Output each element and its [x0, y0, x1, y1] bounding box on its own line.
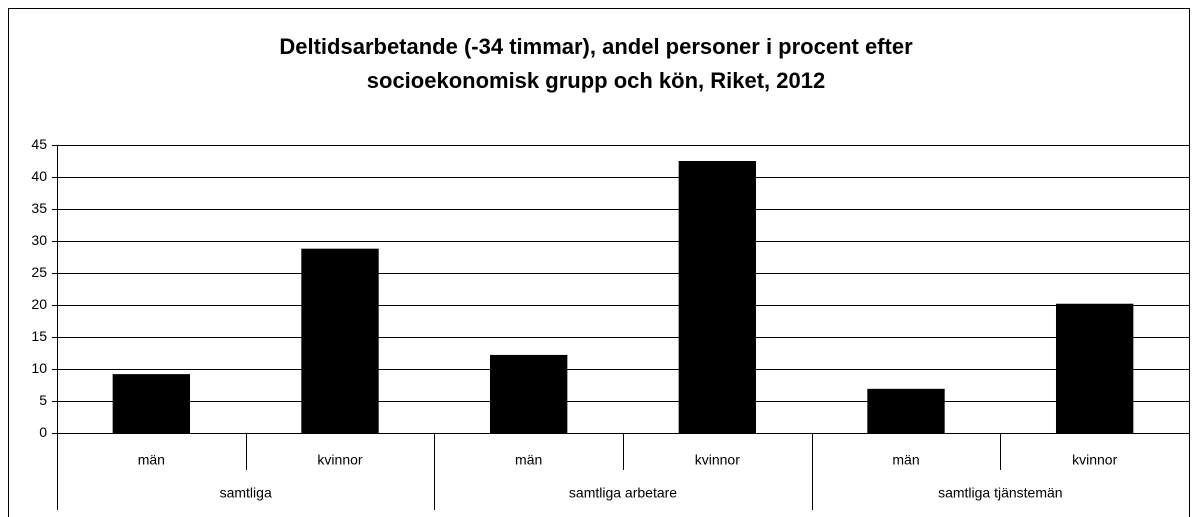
chart-title: Deltidsarbetande (-34 timmar), andel per…: [279, 34, 913, 93]
group-label: samtliga arbetare: [569, 485, 677, 501]
bar: [301, 248, 379, 433]
bar: [678, 161, 757, 433]
y-tick-label: 30: [31, 232, 47, 248]
chart-border: [8, 8, 1190, 517]
x-tick-label: män: [515, 452, 542, 468]
y-tick-label: 5: [39, 392, 47, 408]
group-label: samtliga tjänstemän: [938, 485, 1063, 501]
y-tick-label: 20: [31, 296, 47, 312]
group-label: samtliga: [220, 485, 272, 501]
x-tick-label: kvinnor: [695, 452, 740, 468]
bar: [867, 388, 945, 433]
x-tick-label: kvinnor: [1072, 452, 1117, 468]
y-tick-label: 40: [31, 168, 47, 184]
y-tick-label: 15: [31, 328, 47, 344]
y-tick-label: 0: [39, 424, 47, 440]
x-tick-label: män: [138, 452, 165, 468]
bar: [1055, 303, 1134, 433]
bar: [112, 374, 191, 433]
y-tick-label: 10: [31, 360, 47, 376]
y-tick-label: 35: [31, 200, 47, 216]
bar: [489, 354, 568, 433]
y-tick-label: 45: [31, 136, 47, 152]
x-tick-label: kvinnor: [317, 452, 362, 468]
x-tick-label: män: [892, 452, 919, 468]
y-tick-label: 25: [31, 264, 47, 280]
